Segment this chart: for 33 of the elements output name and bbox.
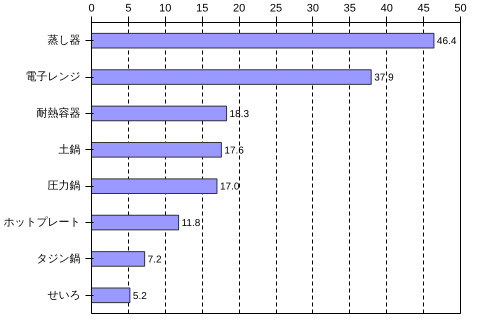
- data-label: 11.8: [182, 218, 201, 230]
- data-label: 17.0: [220, 182, 240, 193]
- bar: [92, 214, 180, 230]
- bar: [92, 106, 228, 122]
- data-label: 37.9: [374, 72, 394, 84]
- bar: [92, 69, 372, 85]
- y-tick-label: ホットプレート: [4, 216, 80, 229]
- x-tick-label: 30: [306, 2, 320, 14]
- y-tick-label: 圧力鍋: [48, 179, 80, 192]
- y-tick-label: 耐熱容器: [36, 106, 80, 120]
- x-tick-label: 45: [417, 2, 430, 14]
- bar: [92, 142, 222, 158]
- y-tick-label: 土鍋: [58, 142, 80, 156]
- y-tick-label: 蒸し器: [48, 34, 80, 47]
- x-tick-label: 10: [159, 2, 172, 14]
- y-tick-label: 電子レンジ: [26, 71, 80, 84]
- x-tick-label: 0: [88, 2, 95, 14]
- x-tick-label: 5: [125, 2, 132, 14]
- x-tick-label: 40: [380, 2, 393, 14]
- x-tick-label: 20: [232, 2, 246, 14]
- bar: [92, 178, 218, 194]
- x-tick-label: 50: [454, 2, 467, 14]
- x-tick-label: 25: [270, 2, 282, 14]
- y-tick-label: タジン鍋: [36, 252, 80, 265]
- data-label: 7.2: [148, 254, 162, 266]
- bar: [92, 288, 130, 304]
- bar: [92, 32, 434, 48]
- data-label: 46.4: [436, 36, 457, 48]
- bar: [92, 251, 146, 267]
- x-tick-label: 35: [344, 2, 356, 14]
- data-label: 5.2: [132, 290, 148, 302]
- x-tick-label: 15: [196, 2, 208, 14]
- y-tick-label: せいろ: [48, 289, 80, 302]
